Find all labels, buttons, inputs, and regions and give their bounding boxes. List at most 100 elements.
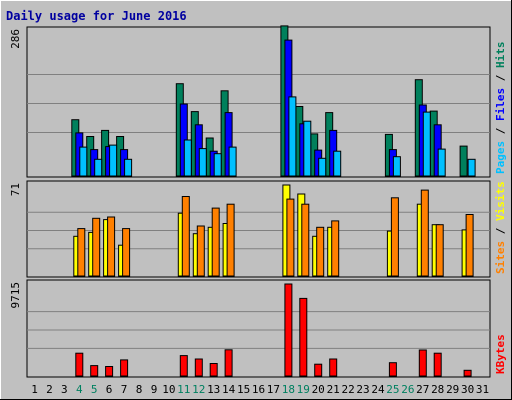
x-tick-label-day-22: 22 — [341, 383, 354, 396]
chart-title: Daily usage for June 2016 — [6, 9, 187, 23]
bar-kbytes-kbytes-day-14 — [224, 349, 233, 377]
bar-kbytes-kbytes-day-13 — [209, 363, 218, 377]
bar-kbytes-kbytes-day-5 — [90, 365, 99, 377]
panel-requests: 286 Pages / Files / Hits — [9, 25, 507, 178]
panel-visitors: 71 Sites / Visits — [9, 180, 507, 278]
x-tick-label-day-6: 6 — [106, 383, 113, 396]
bar-requests-pages-day-25 — [392, 156, 401, 177]
chart-panels: 286 Pages / Files / Hits 71 Sites / Visits 9… — [9, 25, 507, 378]
bar-kbytes-kbytes-day-19 — [299, 297, 308, 377]
bar-kbytes-kbytes-day-12 — [194, 358, 203, 377]
x-tick-label-day-9: 9 — [151, 383, 158, 396]
legend-requests: Pages / Files / Hits — [494, 42, 507, 175]
bar-kbytes-kbytes-day-4 — [75, 352, 84, 377]
legend-separator: / — [494, 68, 507, 88]
bar-requests-pages-day-19 — [303, 120, 312, 177]
bar-requests-pages-day-27 — [422, 111, 431, 177]
bar-requests-hits-day-30 — [459, 145, 468, 177]
bar-requests-pages-day-12 — [198, 148, 207, 177]
bar-visitors-sites-day-7 — [122, 228, 131, 277]
bar-kbytes-kbytes-day-30 — [463, 369, 472, 377]
bar-requests-pages-day-11 — [183, 139, 192, 177]
max-label-visitors: 71 — [9, 183, 22, 196]
bar-requests-pages-day-21 — [333, 150, 342, 177]
bar-visitors-sites-day-21 — [331, 220, 340, 277]
bar-visitors-sites-day-12 — [196, 225, 205, 277]
bar-requests-pages-day-7 — [124, 158, 133, 177]
x-tick-label-day-28: 28 — [431, 383, 444, 396]
bar-visitors-sites-day-20 — [316, 226, 325, 277]
x-tick-label-day-11: 11 — [177, 383, 190, 396]
bar-visitors-sites-day-27 — [420, 189, 429, 277]
bar-visitors-sites-day-13 — [211, 207, 220, 277]
bar-kbytes-kbytes-day-21 — [329, 358, 338, 377]
x-tick-label-day-1: 1 — [31, 383, 38, 396]
legend-kbytes: KBytes — [494, 334, 507, 374]
x-tick-label-day-12: 12 — [192, 383, 205, 396]
bar-requests-pages-day-20 — [318, 157, 327, 177]
x-tick-label-day-10: 10 — [162, 383, 175, 396]
x-axis-labels: 1 2 3 4 5 6 7 8 9 10 11 12 13 14 15 16 17 18 19 20 21 22 23 24 2… — [31, 383, 489, 396]
bar-kbytes-kbytes-day-27 — [418, 349, 427, 377]
bar-kbytes-kbytes-day-6 — [105, 366, 114, 377]
legend-item-hits: Hits — [494, 42, 507, 69]
x-tick-label-day-23: 23 — [356, 383, 369, 396]
x-tick-label-day-7: 7 — [121, 383, 128, 396]
x-tick-label-day-15: 15 — [237, 383, 250, 396]
bar-kbytes-kbytes-day-28 — [433, 352, 442, 377]
x-tick-label-day-27: 27 — [416, 383, 429, 396]
x-tick-label-day-29: 29 — [446, 383, 459, 396]
x-tick-label-day-8: 8 — [136, 383, 143, 396]
panel-kbytes: 9715 KBytes — [9, 279, 507, 378]
x-tick-label-day-25: 25 — [386, 383, 399, 396]
legend-item-kbytes: KBytes — [494, 334, 507, 374]
max-label-requests: 286 — [9, 29, 22, 49]
bar-visitors-sites-day-25 — [390, 197, 399, 277]
x-tick-label-day-20: 20 — [312, 383, 325, 396]
bar-visitors-sites-day-18 — [286, 198, 295, 277]
bar-requests-pages-day-5 — [94, 158, 103, 177]
x-tick-label-day-31: 31 — [476, 383, 489, 396]
bar-visitors-sites-day-11 — [181, 196, 190, 277]
bar-visitors-sites-day-19 — [301, 203, 310, 277]
x-tick-label-day-16: 16 — [252, 383, 265, 396]
x-tick-label-day-19: 19 — [297, 383, 310, 396]
x-tick-label-day-24: 24 — [371, 383, 385, 396]
x-tick-label-day-2: 2 — [46, 383, 53, 396]
legend-visitors: Sites / Visits — [494, 181, 507, 274]
bar-requests-pages-day-18 — [288, 96, 297, 177]
bar-requests-pages-day-6 — [109, 144, 118, 177]
bar-requests-pages-day-28 — [437, 148, 446, 177]
bar-kbytes-kbytes-day-25 — [388, 362, 397, 377]
legend-item-pages: Pages — [494, 141, 507, 174]
bar-requests-pages-day-30 — [467, 158, 476, 177]
bar-visitors-sites-day-5 — [92, 217, 101, 277]
x-tick-label-day-5: 5 — [91, 383, 98, 396]
panel-frame-kbytes — [26, 279, 491, 378]
bar-kbytes-kbytes-day-20 — [314, 363, 323, 377]
legend-item-visits: Visits — [494, 181, 507, 221]
bar-visitors-sites-day-4 — [77, 228, 86, 277]
bar-requests-pages-day-14 — [228, 146, 237, 177]
bar-visitors-sites-day-6 — [107, 216, 116, 277]
x-tick-label-day-21: 21 — [327, 383, 340, 396]
max-label-kbytes: 9715 — [9, 282, 22, 309]
bar-visitors-sites-day-30 — [465, 214, 474, 277]
bar-visitors-sites-day-28 — [435, 224, 444, 277]
bar-requests-pages-day-13 — [213, 153, 222, 177]
x-tick-label-day-4: 4 — [76, 383, 83, 396]
legend-separator: / — [494, 221, 507, 241]
x-tick-label-day-13: 13 — [207, 383, 220, 396]
bar-visitors-sites-day-14 — [226, 203, 235, 277]
x-tick-label-day-3: 3 — [61, 383, 68, 396]
legend-item-sites: Sites — [494, 241, 507, 274]
x-tick-label-day-17: 17 — [267, 383, 280, 396]
x-tick-label-day-14: 14 — [222, 383, 236, 396]
legend-separator: / — [494, 121, 507, 141]
x-tick-label-day-26: 26 — [401, 383, 414, 396]
x-tick-label-day-18: 18 — [282, 383, 295, 396]
x-tick-label-day-30: 30 — [461, 383, 474, 396]
bar-kbytes-kbytes-day-11 — [179, 355, 188, 377]
bar-kbytes-kbytes-day-18 — [284, 283, 293, 377]
